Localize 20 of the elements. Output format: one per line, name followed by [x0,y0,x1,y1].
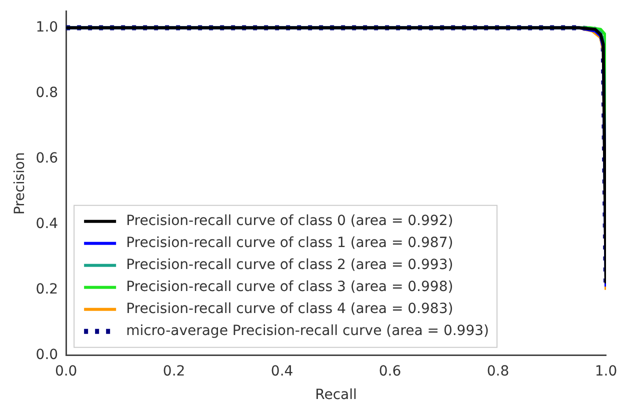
y-axis-title: Precision [12,152,28,215]
y-tick-label: 0.8 [36,84,58,101]
y-tick-label: 0.2 [36,282,58,298]
x-tick-label: 0.0 [54,363,78,380]
x-tick-label: 1.0 [594,363,618,380]
y-tick-label: 0.0 [36,347,58,364]
y-tick-label: 0.4 [36,216,58,232]
legend-label: Precision-recall curve of class 0 (area = 0.992) [126,213,454,230]
x-tick-label: 0.4 [270,363,294,380]
legend-label: Precision-recall curve of class 3 (area = 0.998) [126,279,454,296]
y-tick-label: 1.0 [36,19,58,36]
legend-label: Precision-recall curve of class 4 (area = 0.983) [126,301,454,318]
y-tick-label: 0.6 [36,150,58,166]
legend-label: Precision-recall curve of class 2 (area = 0.993) [126,257,454,274]
x-axis-title: Recall [315,387,357,404]
x-tick-label: 0.6 [378,363,402,380]
legend-label: Precision-recall curve of class 1 (area = 0.987) [126,235,454,252]
x-tick-label: 0.8 [486,363,510,380]
x-tick-label: 0.2 [162,363,186,380]
legend-label: micro-average Precision-recall curve (area = 0.993) [126,323,489,340]
